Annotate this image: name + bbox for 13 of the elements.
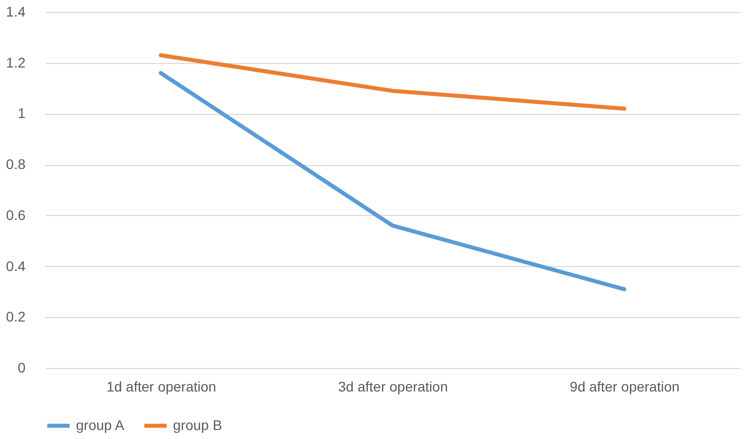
- y-tick-label: 1.2: [6, 54, 26, 70]
- y-tick-label: 0.6: [6, 206, 26, 223]
- y-tick-label: 0.4: [6, 258, 26, 274]
- x-tick-label: 9d after operation: [570, 378, 680, 394]
- x-tick-label: 3d after operation: [338, 378, 448, 394]
- y-tick-label: 0.8: [6, 156, 26, 172]
- legend-label: group B: [173, 416, 222, 433]
- y-tick-label: 1.4: [6, 4, 26, 20]
- y-tick-label: 1: [18, 105, 26, 122]
- y-tick-label: 0.2: [6, 308, 26, 325]
- y-tick-label: 0: [18, 360, 26, 376]
- legend-label: group A: [76, 416, 125, 433]
- x-tick-label: 1d after operation: [106, 378, 216, 394]
